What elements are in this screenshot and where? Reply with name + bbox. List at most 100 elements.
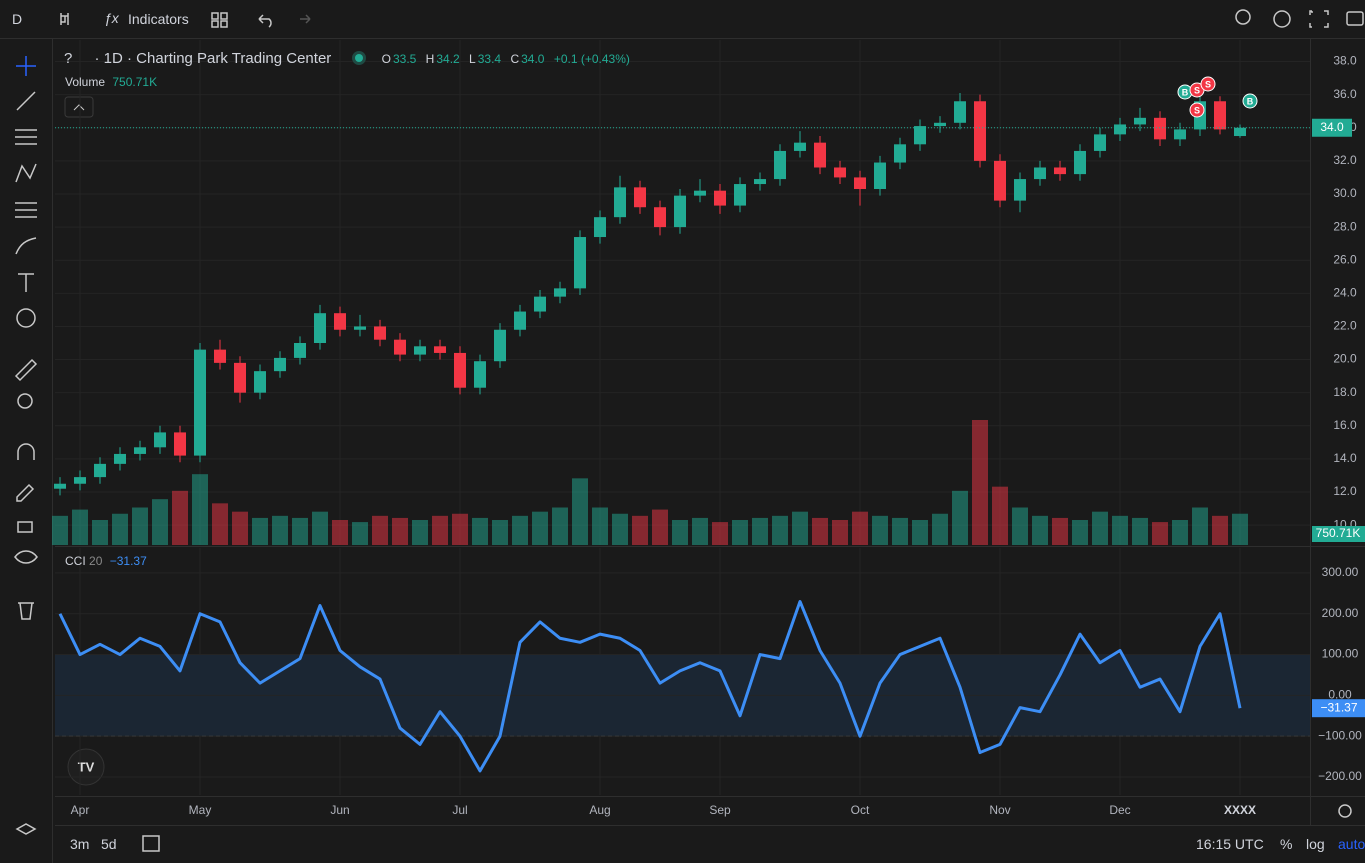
ohlc: O 33.5 H 34.2 L 33.4 C 34.0 +0.1 (+0.43%) — [382, 52, 632, 66]
pattern-tool[interactable] — [15, 163, 37, 183]
chart-type-button[interactable] — [60, 13, 69, 25]
cci-tag-label: −31.37 — [1320, 700, 1357, 714]
y-tick-label: 16.0 — [1333, 418, 1357, 432]
undo-button[interactable] — [258, 14, 272, 28]
layers-tool[interactable] — [15, 823, 37, 835]
collapse-button[interactable] — [64, 96, 94, 118]
volume-tag — [1312, 526, 1365, 542]
y-tick-label: 28.0 — [1333, 219, 1357, 233]
lock-draw-tool[interactable] — [16, 483, 35, 502]
volume-bar — [392, 517, 408, 545]
x-tick-label: Sep — [709, 803, 731, 817]
volume-bar — [792, 511, 808, 545]
y-tick-label: 26.0 — [1333, 252, 1357, 266]
visibility-tool[interactable] — [14, 550, 38, 564]
crosshair-tool[interactable] — [16, 56, 36, 76]
date-range-button[interactable] — [142, 835, 160, 852]
fullscreen-button[interactable] — [1309, 10, 1329, 28]
candle-body — [934, 122, 946, 127]
candle-body — [114, 453, 126, 464]
range-5d[interactable]: 5d — [101, 836, 117, 852]
text-tool[interactable] — [18, 273, 34, 292]
candle-body — [154, 432, 166, 448]
volume-bar — [892, 517, 908, 545]
x-tick-label: Jul — [452, 803, 467, 817]
candle-body — [1034, 167, 1046, 180]
snapshot-button[interactable] — [1346, 11, 1364, 26]
drawing-tools — [14, 9, 1364, 852]
volume-bar — [1012, 507, 1028, 545]
trash-tool[interactable] — [18, 602, 34, 620]
volume-bar — [872, 515, 888, 545]
magnet-tool[interactable] — [17, 443, 35, 460]
alert-button[interactable] — [1235, 9, 1251, 25]
trade-marker — [1242, 93, 1258, 109]
volume-label: Volume — [65, 75, 106, 89]
volume-legend: Volume 750.71K — [65, 75, 157, 89]
volume-bar — [712, 522, 728, 545]
indicators-button[interactable]: Indicators — [128, 11, 189, 27]
trade-marker-label: B — [1182, 87, 1189, 97]
candle-body — [534, 296, 546, 312]
fx-icon: ƒx — [104, 10, 119, 26]
candle-body — [414, 346, 426, 355]
emoji-tool[interactable] — [16, 308, 36, 328]
volume-bar — [732, 520, 748, 545]
volume-bar — [812, 517, 828, 545]
h-label: H — [425, 52, 435, 66]
candle-body — [374, 326, 386, 340]
l-value: 33.4 — [477, 52, 502, 66]
volume-bar — [772, 515, 788, 545]
volume-bar — [1132, 517, 1148, 545]
candle-body — [634, 187, 646, 208]
log-toggle[interactable]: log — [1306, 836, 1325, 852]
candle-body — [1234, 127, 1246, 137]
volume-bar — [632, 515, 648, 545]
symbol-button[interactable]: D — [12, 11, 23, 27]
candle-body — [954, 101, 966, 123]
volume-bar — [1092, 511, 1108, 545]
auto-toggle[interactable]: auto — [1338, 836, 1365, 852]
x-tick-label: Oct — [851, 803, 870, 817]
volume-bar — [452, 513, 468, 545]
zoom-tool[interactable] — [17, 393, 33, 409]
y-tick-label: 200.00 — [1322, 606, 1359, 620]
candle-body — [454, 352, 466, 388]
volume-bar — [992, 486, 1008, 545]
volume-bar — [912, 520, 928, 545]
volume-bar — [192, 474, 208, 545]
candle-body — [674, 195, 686, 228]
volume-bar — [952, 490, 968, 545]
range-3m[interactable]: 3m — [70, 836, 90, 852]
y-tick-label: −200.00 — [1318, 769, 1362, 783]
fib-tool[interactable] — [15, 129, 37, 145]
legend-symbol: ? — [64, 50, 73, 67]
candle-body — [654, 207, 666, 228]
volume-bar — [532, 511, 548, 545]
volume-bar — [212, 503, 228, 545]
y-tick-label: 14.0 — [1333, 451, 1357, 465]
percent-toggle[interactable]: % — [1280, 836, 1293, 852]
candle-body — [1114, 124, 1126, 135]
candle-body — [234, 362, 246, 393]
lock-tool[interactable] — [17, 521, 33, 533]
candle-body — [1174, 129, 1186, 140]
volume-bar — [1112, 515, 1128, 545]
candle-body — [334, 313, 346, 330]
candle-body — [774, 150, 786, 180]
price-tag-label: 34.0 — [1320, 120, 1344, 134]
templates-button[interactable] — [211, 12, 228, 28]
axis-settings-button[interactable] — [1338, 804, 1352, 818]
o-label: O — [381, 52, 391, 66]
candle-body — [714, 190, 726, 206]
prediction-tool[interactable] — [15, 202, 37, 218]
line-tool[interactable] — [16, 91, 36, 111]
candle-body — [514, 311, 526, 330]
redo-button[interactable] — [300, 14, 311, 24]
brush-tool[interactable] — [15, 237, 37, 255]
ruler-tool[interactable] — [14, 358, 38, 382]
settings-button[interactable] — [1273, 10, 1291, 28]
volume-bar — [572, 478, 588, 545]
candle-body — [254, 371, 266, 393]
candle-body — [554, 288, 566, 297]
